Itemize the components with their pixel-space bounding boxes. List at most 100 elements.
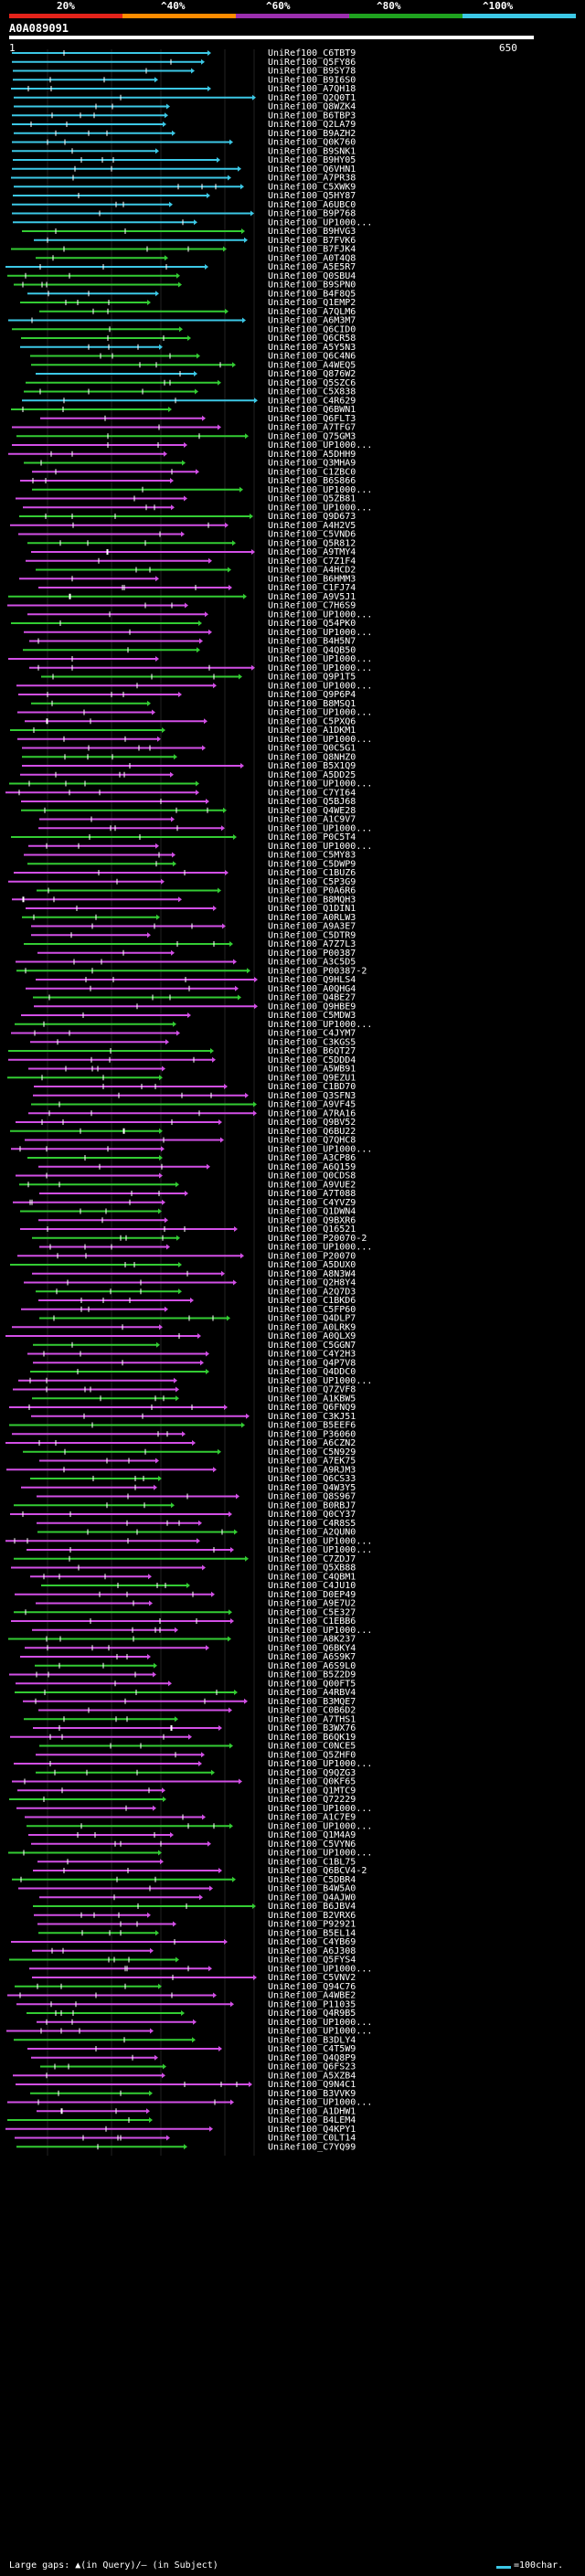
hit-id-label[interactable]: UniRef100_Q4WE28 [268, 806, 356, 816]
hit-row[interactable]: UniRef100_P0A6R6 [37, 886, 356, 896]
hit-row[interactable]: UniRef100_B9I6S0 [13, 75, 356, 85]
hit-row[interactable]: UniRef100_Q6BKY4 [25, 1643, 356, 1653]
hit-id-label[interactable]: UniRef100_C5P3G9 [268, 877, 356, 887]
hit-row[interactable]: UniRef100_UP1000... [5, 1536, 372, 1546]
hit-row[interactable]: UniRef100_C4Y2H3 [27, 1350, 356, 1360]
hit-id-label[interactable]: UniRef100_P11035 [268, 1999, 356, 2009]
hit-row[interactable]: UniRef100_A5WB91 [28, 1065, 356, 1075]
hit-row[interactable]: UniRef100_C7Z1F4 [26, 557, 356, 567]
hit-row[interactable]: UniRef100_UP1000... [17, 735, 372, 745]
hit-row[interactable]: UniRef100_P11035 [16, 1999, 356, 2009]
hit-id-label[interactable]: UniRef100_A9RJM3 [268, 1465, 356, 1475]
hit-id-label[interactable]: UniRef100_A8K237 [268, 1635, 356, 1645]
hit-row[interactable]: UniRef100_A6CZN2 [5, 1438, 356, 1448]
hit-row[interactable]: UniRef100_A4H2V5 [10, 521, 356, 531]
hit-id-label[interactable]: UniRef100_UP1000... [268, 1545, 372, 1555]
hit-row[interactable]: UniRef100_A2QUN0 [37, 1528, 356, 1538]
hit-row[interactable]: UniRef100_Q9QZG3 [36, 1768, 356, 1778]
hit-row[interactable]: UniRef100_Q5ZB81 [16, 494, 356, 504]
hit-row[interactable]: UniRef100_B5Z2D9 [9, 1670, 356, 1680]
hit-id-label[interactable]: UniRef100_B9SNK1 [268, 146, 356, 156]
hit-id-label[interactable]: UniRef100_UP1000... [268, 823, 372, 833]
hit-id-label[interactable]: UniRef100_UP1000... [268, 1536, 372, 1546]
hit-row[interactable]: UniRef100_B5EEF6 [9, 1421, 356, 1431]
hit-id-label[interactable]: UniRef100_B9SPN0 [268, 281, 356, 291]
hit-row[interactable]: UniRef100_UP1000... [9, 779, 372, 790]
hit-id-label[interactable]: UniRef100_A5DUX0 [268, 1260, 356, 1270]
hit-row[interactable]: UniRef100_Q6FLT3 [40, 414, 356, 424]
hit-row[interactable]: UniRef100_Q6CR58 [21, 334, 356, 344]
hit-row[interactable]: UniRef100_Q7QHC8 [25, 1136, 356, 1146]
hit-row[interactable]: UniRef100_C3KJ51 [31, 1412, 356, 1422]
hit-row[interactable]: UniRef100_B6HMM3 [19, 574, 356, 584]
hit-id-label[interactable]: UniRef100_Q4W3Y5 [268, 1483, 356, 1493]
hit-row[interactable]: UniRef100_Q0CY37 [10, 1510, 356, 1520]
hit-row[interactable]: UniRef100_C1EBB6 [11, 1617, 356, 1627]
hit-id-label[interactable]: UniRef100_A5WB91 [268, 1065, 356, 1075]
hit-id-label[interactable]: UniRef100_P20070-2 [268, 1234, 367, 1244]
hit-row[interactable]: UniRef100_C3KGS5 [30, 1037, 356, 1047]
hit-row[interactable]: UniRef100_UP1000... [16, 681, 372, 691]
hit-row[interactable]: UniRef100_A0QLX9 [5, 1331, 356, 1341]
hit-id-label[interactable]: UniRef100_UP1000... [268, 842, 372, 852]
hit-row[interactable]: UniRef100_B5EL14 [38, 1928, 356, 1938]
hit-row[interactable]: UniRef100_B9AZH2 [14, 129, 356, 139]
hit-id-label[interactable]: UniRef100_C5VNV2 [268, 1973, 356, 1983]
hit-id-label[interactable]: UniRef100_A7TFG7 [268, 423, 356, 433]
hit-row[interactable]: UniRef100_Q1DWN4 [20, 1207, 356, 1217]
hit-id-label[interactable]: UniRef100_Q7QHC8 [268, 1136, 356, 1146]
hit-id-label[interactable]: UniRef100_Q6C4N6 [268, 352, 356, 362]
hit-row[interactable]: UniRef100_C7YI64 [5, 788, 356, 798]
hit-id-label[interactable]: UniRef100_Q5XB88 [268, 1564, 356, 1574]
hit-id-label[interactable]: UniRef100_Q00FT5 [268, 1679, 356, 1689]
hit-id-label[interactable]: UniRef100_Q5ZHF0 [268, 1750, 356, 1760]
hit-id-label[interactable]: UniRef100_A6S9K7 [268, 1652, 356, 1662]
hit-row[interactable]: UniRef100_UP1000... [17, 708, 372, 718]
hit-id-label[interactable]: UniRef100_B5EL14 [268, 1928, 356, 1938]
hit-row[interactable]: UniRef100_Q6VHN1 [12, 164, 356, 175]
hit-row[interactable]: UniRef100_Q4KPY1 [5, 2125, 356, 2135]
hit-row[interactable]: UniRef100_C1ZBC0 [32, 467, 356, 477]
hit-row[interactable]: UniRef100_C4YVZ9 [13, 1198, 356, 1208]
hit-row[interactable]: UniRef100_Q16521 [20, 1224, 356, 1235]
hit-row[interactable]: UniRef100_Q6FNQ9 [9, 1403, 356, 1413]
hit-row[interactable]: UniRef100_C5X838 [24, 387, 356, 398]
hit-id-label[interactable]: UniRef100_Q8NHZ0 [268, 752, 356, 762]
hit-id-label[interactable]: UniRef100_B0RBJ7 [268, 1500, 356, 1511]
hit-id-label[interactable]: UniRef100_C3KGS5 [268, 1037, 356, 1047]
hit-row[interactable]: UniRef100_A1DKM1 [10, 726, 356, 736]
hit-row[interactable]: UniRef100_UP1000... [6, 2027, 372, 2037]
hit-id-label[interactable]: UniRef100_A9A3E7 [268, 922, 356, 932]
hit-row[interactable]: UniRef100_B3DLY4 [14, 2035, 356, 2045]
hit-id-label[interactable]: UniRef100_Q6VHN1 [268, 164, 356, 175]
hit-id-label[interactable]: UniRef100_Q6FNQ9 [268, 1403, 356, 1413]
hit-row[interactable]: UniRef100_Q4P7V8 [33, 1358, 356, 1368]
hit-id-label[interactable]: UniRef100_Q2H8Y4 [268, 1278, 356, 1288]
hit-row[interactable]: UniRef100_A7EK75 [39, 1457, 356, 1467]
hit-id-label[interactable]: UniRef100_Q6BU22 [268, 1127, 356, 1137]
hit-id-label[interactable]: UniRef100_B7FJK4 [268, 245, 356, 255]
hit-id-label[interactable]: UniRef100_A7Z7L3 [268, 939, 356, 949]
hit-id-label[interactable]: UniRef100_P0C5T4 [268, 832, 356, 843]
hit-row[interactable]: UniRef100_C5DTR9 [31, 930, 356, 940]
hit-row[interactable]: UniRef100_B7FVK6 [34, 236, 356, 246]
hit-id-label[interactable]: UniRef100_Q0K760 [268, 138, 356, 148]
hit-id-label[interactable]: UniRef100_Q5SZC6 [268, 378, 356, 388]
hit-id-label[interactable]: UniRef100_UP1000... [268, 1849, 372, 1859]
hit-row[interactable]: UniRef100_Q5BJ68 [21, 797, 356, 807]
hit-row[interactable]: UniRef100_P20070-2 [32, 1234, 367, 1244]
hit-id-label[interactable]: UniRef100_A2Q7D3 [268, 1287, 356, 1297]
hit-row[interactable]: UniRef100_UP1000... [8, 1849, 372, 1859]
hit-row[interactable]: UniRef100_UP1000... [38, 823, 372, 833]
hit-row[interactable]: UniRef100_Q6CID0 [12, 324, 356, 334]
hit-id-label[interactable]: UniRef100_B6JBV4 [268, 1902, 356, 1912]
hit-id-label[interactable]: UniRef100_B2VRX6 [268, 1911, 356, 1921]
hit-id-label[interactable]: UniRef100_P36060 [268, 1429, 356, 1439]
hit-id-label[interactable]: UniRef100_A0RLW3 [268, 913, 356, 923]
hit-id-label[interactable]: UniRef100_UP1000... [268, 1759, 372, 1769]
hit-id-label[interactable]: UniRef100_A2QUN0 [268, 1528, 356, 1538]
hit-id-label[interactable]: UniRef100_A6J308 [268, 1946, 356, 1956]
hit-id-label[interactable]: UniRef100_C1BKD6 [268, 1296, 356, 1306]
hit-row[interactable]: UniRef100_Q0KF65 [12, 1777, 356, 1787]
hit-row[interactable]: UniRef100_UP1000... [8, 654, 372, 664]
